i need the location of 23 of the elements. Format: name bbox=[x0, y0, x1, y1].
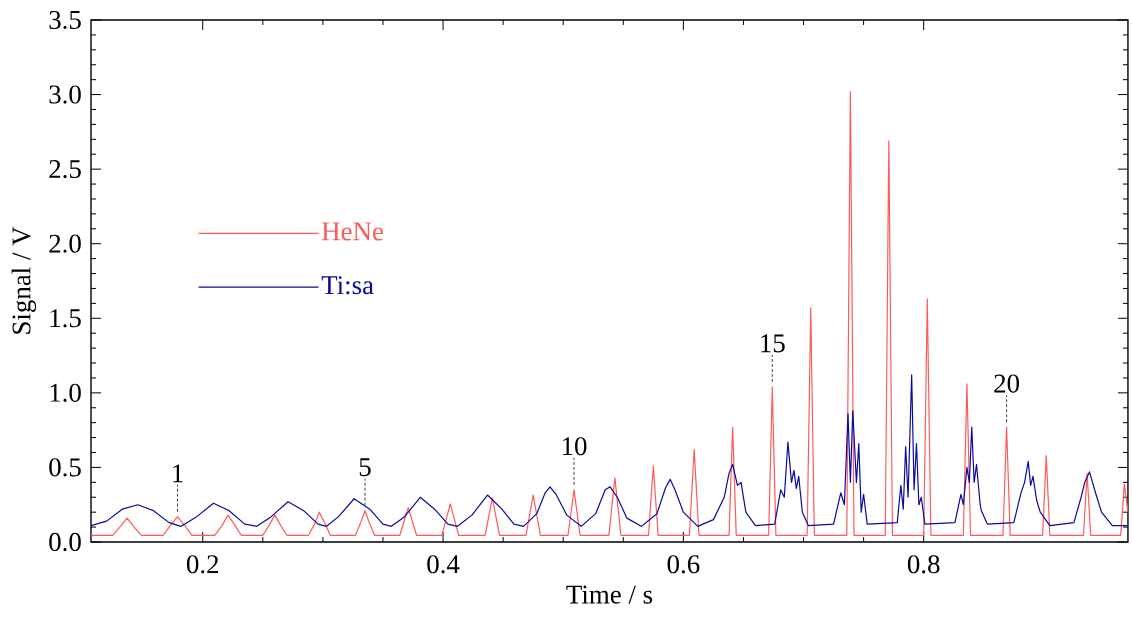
annotation: 5 bbox=[359, 458, 371, 477]
x-tick-label: 0.4 bbox=[427, 555, 460, 574]
line-series bbox=[91, 374, 1128, 527]
line-series bbox=[91, 90, 1128, 536]
annotation: 20 bbox=[994, 374, 1020, 393]
annotation: 1 bbox=[173, 464, 183, 483]
annotation: 15 bbox=[761, 334, 785, 353]
x-axis-title: Time / s bbox=[566, 585, 653, 604]
annotation: 10 bbox=[562, 437, 587, 456]
x-tick-label: 0.8 bbox=[907, 555, 940, 574]
y-tick-label: 3.0 bbox=[49, 85, 81, 104]
y-tick-label: 3.5 bbox=[49, 10, 81, 30]
y-axis-title: Signal / V bbox=[11, 226, 37, 334]
y-tick-label: 1.0 bbox=[50, 383, 81, 402]
legend-label: Ti:sa bbox=[321, 276, 374, 295]
y-tick-label: 0.5 bbox=[49, 458, 81, 477]
y-tick-label: 2.0 bbox=[49, 234, 81, 253]
x-tick-label: 0.2 bbox=[186, 555, 219, 574]
y-tick-label: 1.5 bbox=[50, 309, 81, 328]
legend-label: HeNe bbox=[321, 222, 383, 241]
y-tick-label: 0.0 bbox=[49, 532, 81, 552]
y-tick-label: 2.5 bbox=[49, 160, 81, 179]
x-tick-label: 0.6 bbox=[667, 555, 700, 574]
